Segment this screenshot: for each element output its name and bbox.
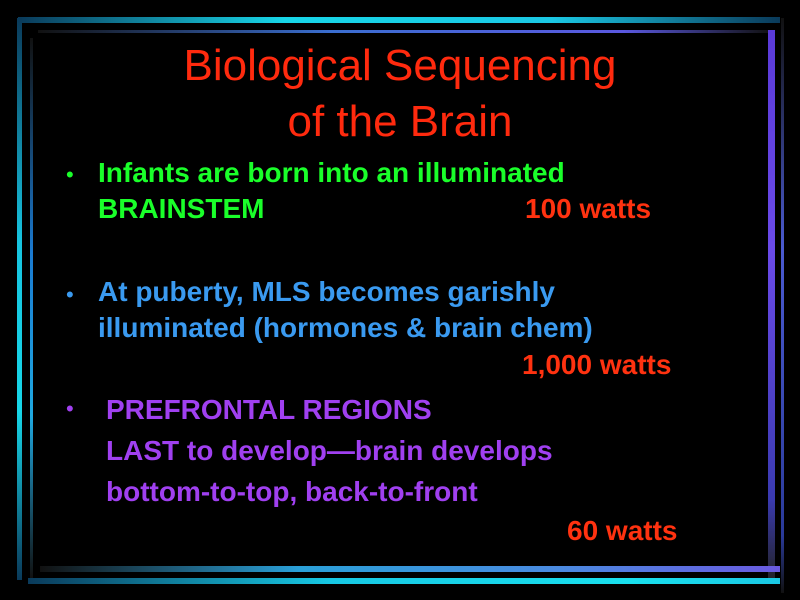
- bullet-3-text: PREFRONTAL REGIONS LAST to develop—brain…: [106, 389, 553, 512]
- slide-title-line-1: Biological Sequencing: [183, 41, 617, 90]
- bullet-3-line-1: PREFRONTAL REGIONS: [106, 394, 432, 425]
- frame-bar-top-outer: [18, 17, 780, 23]
- frame-bar-right-inner: [768, 30, 775, 582]
- bullet-3-line-2: LAST to develop—brain develops: [106, 435, 553, 466]
- bullet-1-watts: 100 watts: [525, 193, 652, 224]
- bullet-3-watts: 60 watts: [567, 515, 678, 546]
- bullet-1-line-1: Infants are born into an illuminated: [98, 157, 565, 188]
- bullet-dot-1: •: [66, 162, 74, 187]
- frame-bar-left-outer: [17, 18, 22, 580]
- bullet-2-line-1: At puberty, MLS becomes garishly: [98, 276, 555, 307]
- bullet-1-text: Infants are born into an illuminated BRA…: [98, 155, 565, 227]
- frame-bar-bottom-outer: [28, 578, 780, 584]
- frame-bar-right-outer: [781, 18, 784, 593]
- frame-bar-left-inner: [30, 38, 33, 578]
- slide-title: Biological Sequencing of the Brain: [60, 38, 740, 150]
- bullet-dot-3: •: [66, 396, 74, 421]
- frame-bar-bottom-inner: [40, 566, 780, 572]
- bullet-1-line-2: BRAINSTEM: [98, 193, 265, 224]
- slide-title-line-2: of the Brain: [287, 97, 513, 146]
- bullet-2-line-2: illuminated (hormones & brain chem): [98, 312, 593, 343]
- bullet-3-line-3: bottom-to-top, back-to-front: [106, 476, 478, 507]
- bullet-dot-2: •: [66, 282, 74, 307]
- frame-bar-top-inner: [38, 30, 770, 33]
- bullet-2-text: At puberty, MLS becomes garishly illumin…: [98, 274, 593, 346]
- bullet-2-watts: 1,000 watts: [522, 349, 672, 380]
